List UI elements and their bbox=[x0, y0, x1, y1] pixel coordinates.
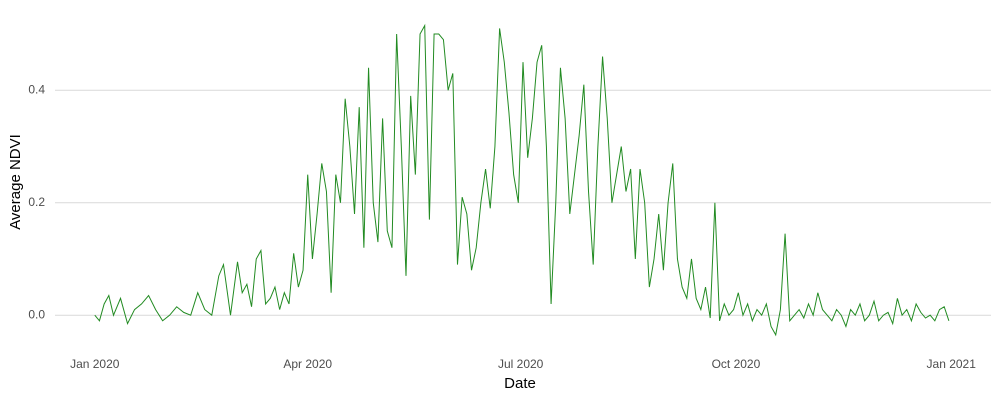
x-axis-title: Date bbox=[504, 375, 536, 392]
y-tick-label: 0.4 bbox=[28, 82, 45, 96]
x-tick-label: Apr 2020 bbox=[283, 357, 332, 371]
data-line bbox=[94, 23, 950, 337]
x-tick-label: Jan 2020 bbox=[70, 357, 120, 371]
x-tick-label: Oct 2020 bbox=[712, 357, 761, 371]
y-tick-label: 0.2 bbox=[28, 195, 45, 209]
x-tick-label: Jan 2021 bbox=[927, 357, 977, 371]
y-tick-label: 0.0 bbox=[28, 307, 45, 321]
x-tick-label: Jul 2020 bbox=[498, 357, 544, 371]
y-axis-title: Average NDVI bbox=[7, 134, 24, 230]
